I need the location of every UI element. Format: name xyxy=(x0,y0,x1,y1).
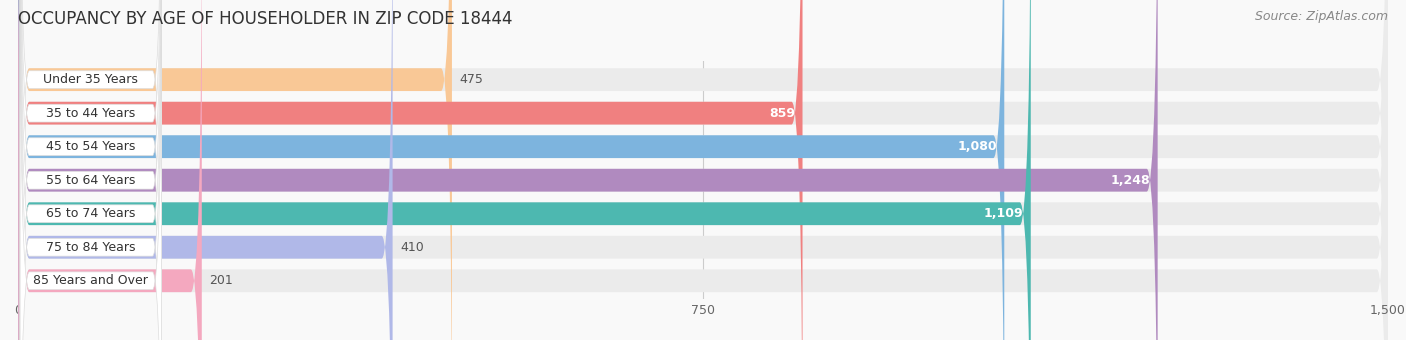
Text: 410: 410 xyxy=(399,241,423,254)
Text: 1,248: 1,248 xyxy=(1111,174,1150,187)
Text: 85 Years and Over: 85 Years and Over xyxy=(34,274,148,287)
FancyBboxPatch shape xyxy=(18,0,392,340)
FancyBboxPatch shape xyxy=(18,0,1388,340)
FancyBboxPatch shape xyxy=(18,0,202,340)
FancyBboxPatch shape xyxy=(18,0,1388,340)
FancyBboxPatch shape xyxy=(18,0,1388,340)
FancyBboxPatch shape xyxy=(18,0,1388,340)
FancyBboxPatch shape xyxy=(18,0,1388,340)
FancyBboxPatch shape xyxy=(20,0,162,340)
FancyBboxPatch shape xyxy=(20,0,162,340)
FancyBboxPatch shape xyxy=(20,0,162,340)
FancyBboxPatch shape xyxy=(18,0,1388,340)
Text: 859: 859 xyxy=(769,107,796,120)
FancyBboxPatch shape xyxy=(20,0,162,340)
Text: Source: ZipAtlas.com: Source: ZipAtlas.com xyxy=(1254,10,1388,23)
FancyBboxPatch shape xyxy=(18,0,803,340)
Text: OCCUPANCY BY AGE OF HOUSEHOLDER IN ZIP CODE 18444: OCCUPANCY BY AGE OF HOUSEHOLDER IN ZIP C… xyxy=(18,10,513,28)
Text: 35 to 44 Years: 35 to 44 Years xyxy=(46,107,135,120)
FancyBboxPatch shape xyxy=(18,0,1388,340)
FancyBboxPatch shape xyxy=(20,0,162,340)
Text: 475: 475 xyxy=(460,73,484,86)
FancyBboxPatch shape xyxy=(20,0,162,340)
Text: Under 35 Years: Under 35 Years xyxy=(44,73,138,86)
FancyBboxPatch shape xyxy=(18,0,451,340)
Text: 45 to 54 Years: 45 to 54 Years xyxy=(46,140,135,153)
Text: 201: 201 xyxy=(209,274,233,287)
FancyBboxPatch shape xyxy=(20,0,162,340)
Text: 1,109: 1,109 xyxy=(984,207,1024,220)
Text: 65 to 74 Years: 65 to 74 Years xyxy=(46,207,135,220)
FancyBboxPatch shape xyxy=(18,0,1157,340)
Text: 1,080: 1,080 xyxy=(957,140,997,153)
FancyBboxPatch shape xyxy=(18,0,1004,340)
Text: 75 to 84 Years: 75 to 84 Years xyxy=(46,241,135,254)
FancyBboxPatch shape xyxy=(18,0,1031,340)
Text: 55 to 64 Years: 55 to 64 Years xyxy=(46,174,135,187)
